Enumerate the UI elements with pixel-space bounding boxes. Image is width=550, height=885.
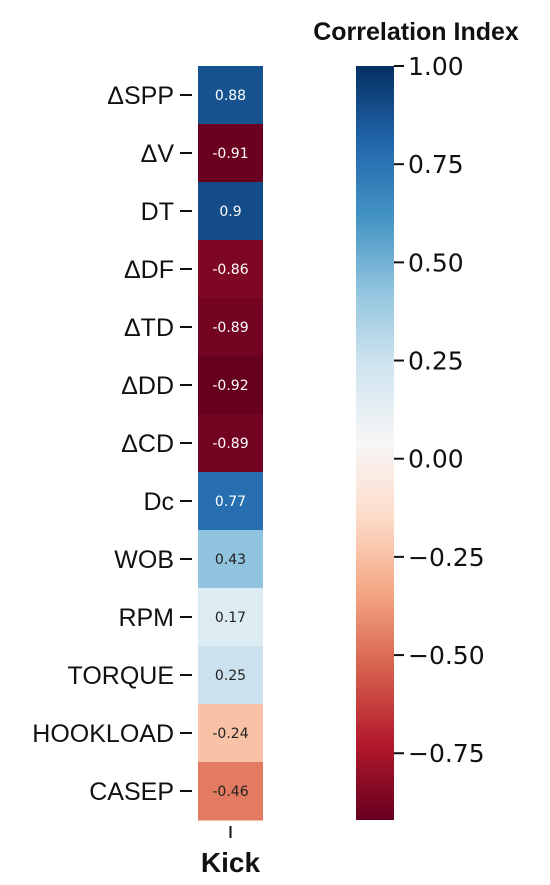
- colorbar-tick-label: −0.25: [408, 543, 485, 572]
- row-label: ΔCD: [121, 430, 174, 458]
- heatmap-cell: [198, 472, 263, 531]
- row-label: ΔV: [141, 140, 175, 168]
- colorbar-tick-label: 0.50: [408, 248, 464, 277]
- colorbar-tick-label: −0.50: [408, 641, 485, 670]
- cell-value-label: -0.89: [212, 320, 248, 336]
- row-label: ΔDD: [121, 372, 174, 400]
- cell-value-label: -0.89: [212, 436, 248, 452]
- row-label: Dc: [143, 488, 174, 516]
- heatmap-cell: [198, 240, 263, 299]
- colorbar: 1.00 0.75 0.50 0.25 0.00 −0.25 −0.50 −0.75: [356, 52, 485, 820]
- heatmap-cell: [198, 356, 263, 415]
- cell-value-label: -0.86: [212, 262, 248, 278]
- cell-value-label: 0.9: [219, 204, 241, 220]
- row-label: ΔTD: [124, 314, 174, 342]
- cell-value-label: 0.77: [215, 494, 246, 510]
- cell-value-label: 0.88: [215, 88, 246, 104]
- cell-value-label: -0.91: [212, 146, 248, 162]
- cell-value-label: -0.92: [212, 378, 248, 394]
- cell-value-label: 0.43: [215, 552, 246, 568]
- colorbar-tick-label: 1.00: [408, 52, 464, 81]
- row-label: CASEP: [89, 778, 174, 806]
- row-label: TORQUE: [68, 662, 175, 690]
- heatmap-cell: [198, 530, 263, 589]
- heatmap-cell: [198, 704, 263, 763]
- colorbar-tick-label: 0.75: [408, 150, 464, 179]
- row-label: ΔDF: [124, 256, 174, 284]
- heatmap-cell: [198, 588, 263, 647]
- colorbar-tick-label: 0.25: [408, 347, 464, 376]
- row-label: RPM: [118, 604, 174, 632]
- cell-value-label: -0.24: [212, 726, 248, 742]
- row-labels: ΔSPP ΔV DT ΔDF ΔTD ΔDD ΔCD Dc WOB RPM TORQUE HOOKLO…: [32, 82, 192, 806]
- x-tick-label: Kick: [201, 847, 261, 878]
- colorbar-title: Correlation Index: [313, 18, 519, 46]
- heatmap-cell: [198, 762, 263, 821]
- heatmap-cell: [198, 646, 263, 705]
- row-label: ΔSPP: [107, 82, 174, 110]
- cell-value-label: 0.17: [215, 610, 246, 626]
- row-label: DT: [141, 198, 174, 226]
- heatmap-cell: [198, 124, 263, 183]
- heatmap-cells: 0.88 -0.91 0.9 -0.86 -0.89 -0.92 -0.89 0.77 0.43…: [198, 66, 263, 821]
- cell-value-label: -0.46: [212, 784, 248, 800]
- colorbar-tick-label: 0.00: [408, 445, 464, 474]
- heatmap-cell: [198, 66, 263, 125]
- x-axis: Kick: [201, 826, 261, 878]
- row-label: WOB: [114, 546, 174, 574]
- heatmap-cell: [198, 182, 263, 241]
- colorbar-gradient: [356, 66, 394, 820]
- heatmap-cell: [198, 414, 263, 473]
- heatmap-cell: [198, 298, 263, 357]
- row-label: HOOKLOAD: [32, 720, 174, 748]
- colorbar-tick-label: −0.75: [408, 739, 485, 768]
- cell-value-label: 0.25: [215, 668, 246, 684]
